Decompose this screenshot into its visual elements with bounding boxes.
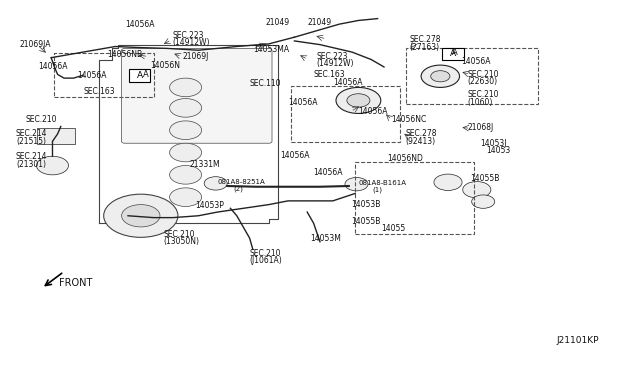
Circle shape (472, 195, 495, 208)
Text: SEC.214: SEC.214 (16, 153, 47, 161)
Circle shape (431, 71, 450, 82)
FancyBboxPatch shape (442, 48, 464, 60)
Text: 081A8-8251A: 081A8-8251A (218, 179, 266, 185)
Text: 14055B: 14055B (470, 174, 500, 183)
Text: (21301): (21301) (16, 160, 46, 169)
Text: 14056A: 14056A (333, 78, 362, 87)
Circle shape (170, 188, 202, 206)
Text: 21068J: 21068J (467, 123, 493, 132)
Text: (14912W): (14912W) (173, 38, 211, 47)
Text: SEC.210: SEC.210 (26, 115, 57, 124)
Text: 14056A: 14056A (358, 107, 388, 116)
Circle shape (170, 143, 202, 162)
Text: SEC.210: SEC.210 (467, 90, 499, 99)
Text: SEC.223: SEC.223 (317, 52, 348, 61)
Bar (406, 48, 538, 104)
Circle shape (345, 177, 368, 191)
Text: 21069J: 21069J (182, 52, 209, 61)
Text: (2): (2) (234, 186, 243, 192)
Text: SEC.163: SEC.163 (83, 87, 115, 96)
Bar (291, 86, 400, 142)
Text: SEC.278: SEC.278 (406, 129, 437, 138)
Text: J21101KP: J21101KP (557, 336, 599, 345)
Text: 14053M: 14053M (310, 234, 341, 243)
Text: 21069JA: 21069JA (19, 40, 51, 49)
Circle shape (336, 87, 381, 113)
Text: 14053MA: 14053MA (253, 45, 289, 54)
Text: A: A (450, 49, 456, 58)
Circle shape (170, 99, 202, 117)
Text: 14056A: 14056A (38, 62, 68, 71)
Circle shape (170, 121, 202, 140)
Circle shape (347, 94, 370, 107)
Text: 14056A: 14056A (461, 57, 490, 66)
Text: (J1061A): (J1061A) (250, 256, 282, 265)
Text: (14912W): (14912W) (317, 60, 355, 68)
Text: 21049: 21049 (307, 18, 332, 27)
Text: 14056NC: 14056NC (392, 115, 427, 124)
FancyBboxPatch shape (122, 48, 272, 143)
Text: SEC.278: SEC.278 (410, 35, 441, 44)
Text: 14053P: 14053P (195, 201, 224, 210)
Text: 14055: 14055 (381, 224, 405, 233)
Text: 14056A: 14056A (314, 169, 343, 177)
Text: 14056N: 14056N (150, 61, 180, 70)
Text: 081A8-B161A: 081A8-B161A (358, 180, 406, 186)
Text: 14056A: 14056A (280, 151, 310, 160)
Circle shape (421, 65, 460, 87)
Circle shape (104, 194, 178, 237)
Circle shape (36, 156, 68, 175)
Text: 14053J: 14053J (480, 139, 506, 148)
Text: A: A (136, 71, 143, 80)
Circle shape (434, 174, 462, 190)
FancyBboxPatch shape (129, 69, 150, 82)
Text: 14056A: 14056A (77, 71, 106, 80)
Text: (27163): (27163) (410, 43, 440, 52)
Circle shape (204, 177, 227, 190)
Circle shape (170, 166, 202, 184)
Text: 14053B: 14053B (351, 200, 380, 209)
FancyBboxPatch shape (37, 128, 75, 144)
Text: SEC.214: SEC.214 (16, 129, 47, 138)
Text: (13050N): (13050N) (163, 237, 199, 246)
Text: (92413): (92413) (406, 137, 436, 146)
Text: (1): (1) (372, 186, 383, 193)
Text: 14053: 14053 (486, 146, 511, 155)
Text: SEC.210: SEC.210 (467, 70, 499, 79)
Text: 14056ND: 14056ND (387, 154, 423, 163)
Text: (22630): (22630) (467, 77, 497, 86)
Text: FRONT: FRONT (59, 278, 92, 288)
Text: SEC.110: SEC.110 (250, 79, 281, 88)
Text: 14056NB: 14056NB (108, 50, 143, 59)
Text: 21049: 21049 (266, 18, 290, 27)
Text: SEC.163: SEC.163 (314, 70, 345, 79)
Text: A: A (143, 70, 148, 79)
Text: (1060): (1060) (467, 98, 493, 107)
Text: 14055B: 14055B (351, 217, 380, 226)
Circle shape (170, 78, 202, 97)
Text: SEC.210: SEC.210 (250, 249, 281, 258)
Text: (21515): (21515) (16, 137, 46, 146)
Circle shape (463, 182, 491, 198)
Circle shape (122, 205, 160, 227)
Text: A: A (452, 48, 457, 57)
Bar (54, 53, 154, 97)
Text: 14056A: 14056A (125, 20, 154, 29)
Text: SEC.223: SEC.223 (173, 31, 204, 40)
Bar (355, 162, 474, 234)
Text: 21331M: 21331M (189, 160, 220, 169)
Text: 14056A: 14056A (288, 98, 317, 107)
Text: SEC.210: SEC.210 (163, 230, 195, 239)
